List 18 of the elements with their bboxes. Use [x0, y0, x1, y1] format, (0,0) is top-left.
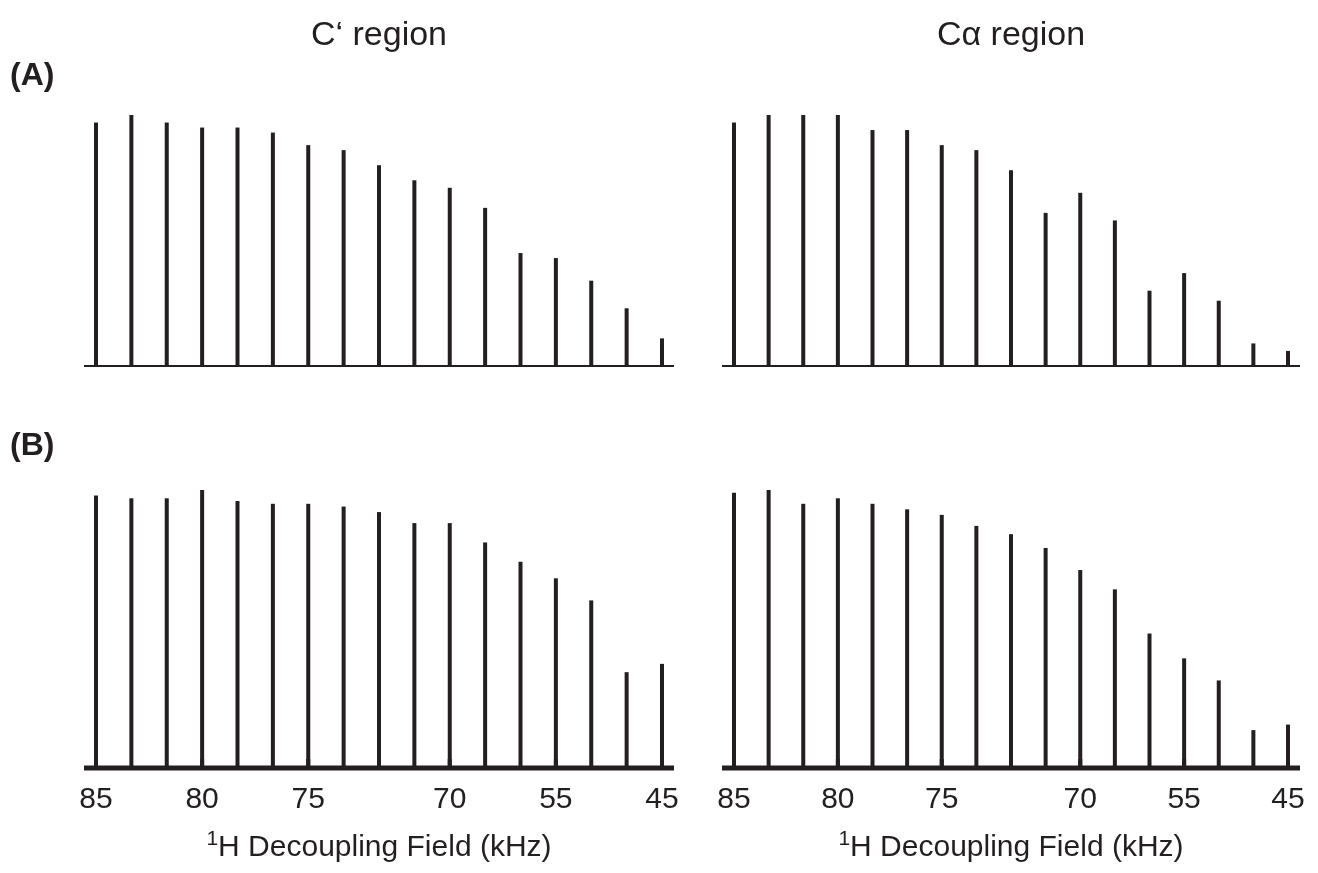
x-tick-label: 85 [717, 781, 751, 814]
chart-title: Cα region [936, 14, 1086, 52]
x-tick-label: 70 [1063, 781, 1097, 814]
x-tick-label: 55 [539, 781, 573, 814]
x-tick-label: 75 [925, 781, 959, 814]
text: (A) [10, 56, 55, 92]
x-tick-label: 75 [291, 781, 325, 814]
text: (B) [10, 426, 55, 462]
x-tick-label: 55 [1167, 781, 1201, 814]
x-tick-label: 80 [185, 781, 219, 814]
x-tick-label: 45 [1271, 781, 1305, 814]
x-tick-label: 45 [645, 781, 679, 814]
x-tick-label: 80 [821, 781, 855, 814]
x-tick-label: 85 [79, 781, 113, 814]
chart-title: C‘ region [310, 14, 448, 52]
x-axis-title: $^{1}$H Decoupling Field (kHz) [206, 825, 552, 862]
x-tick-label: 70 [433, 781, 467, 814]
x-axis-title: $^{1}$H Decoupling Field (kHz) [838, 825, 1184, 862]
